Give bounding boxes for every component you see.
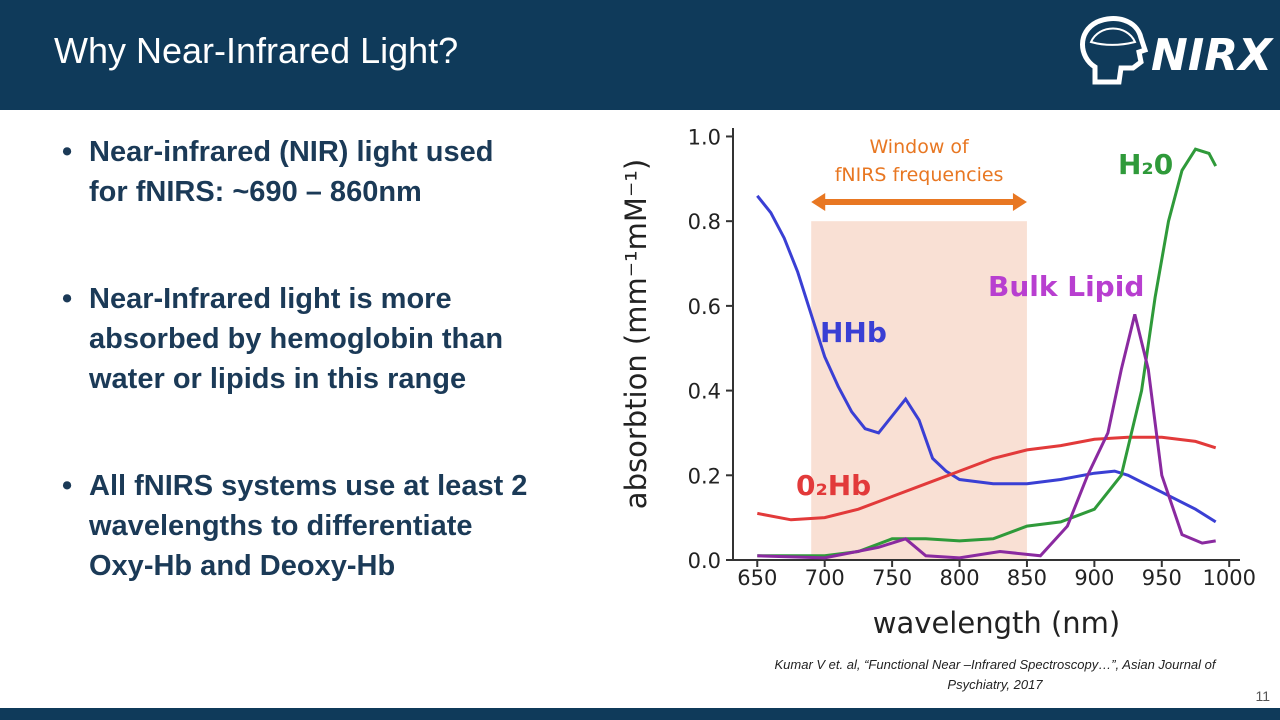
y-tick-label: 1.0 bbox=[688, 125, 721, 149]
header-bar bbox=[0, 0, 1280, 110]
series-line bbox=[757, 435, 1217, 522]
y-tick-label: 0.2 bbox=[688, 464, 721, 488]
y-tick-label: 0.6 bbox=[688, 295, 721, 319]
bullet-line: wavelengths to differentiate bbox=[89, 510, 473, 542]
series-label: H₂0 bbox=[1118, 148, 1173, 181]
bullet-list: Near-infrared (NIR) light used for fNIRS:… bbox=[62, 132, 582, 653]
bullet-line: All fNIRS systems use at least 2 bbox=[89, 470, 528, 502]
series-label: HHb bbox=[820, 316, 887, 349]
bullet-line: Near-infrared (NIR) light used bbox=[89, 136, 494, 168]
bullet: Near-Infrared light is more absorbed by h… bbox=[62, 279, 582, 399]
series-line bbox=[757, 147, 1218, 558]
x-tick-label: 950 bbox=[1142, 566, 1182, 590]
bullet: All fNIRS systems use at least 2 waveleng… bbox=[62, 466, 582, 586]
logo: NIRX bbox=[1080, 16, 1274, 85]
logo-brain bbox=[1089, 27, 1137, 46]
x-tick-label: 850 bbox=[1007, 566, 1047, 590]
window-label-line: Window of bbox=[869, 136, 970, 158]
page-number: 11 bbox=[1255, 688, 1270, 704]
logo-text: NIRX bbox=[1151, 30, 1274, 81]
window-label: Window of fNIRS frequencies bbox=[835, 136, 1004, 186]
chart: Window of fNIRS frequencies 650 700 750 800 85… bbox=[619, 125, 1256, 640]
series-label: Bulk Lipid bbox=[988, 270, 1144, 303]
x-tick-label: 750 bbox=[872, 566, 912, 590]
x-tick-label: 650 bbox=[737, 566, 777, 590]
footer-bar bbox=[0, 708, 1280, 720]
x-axis-label: wavelength (nm) bbox=[873, 606, 1120, 640]
bullet: Near-infrared (NIR) light used for fNIRS:… bbox=[62, 132, 582, 212]
series-label: 0₂Hb bbox=[796, 469, 871, 502]
arrow-head bbox=[811, 193, 826, 211]
logo-head bbox=[1080, 16, 1149, 85]
x-tick-label: 700 bbox=[805, 566, 845, 590]
y-tick-label: 0.4 bbox=[688, 380, 721, 404]
series-line bbox=[756, 194, 1217, 524]
arrow-head bbox=[1012, 193, 1027, 211]
window-label-line: fNIRS frequencies bbox=[835, 164, 1004, 186]
y-axis-label: absorbtion (mm⁻¹mM⁻¹) bbox=[619, 159, 653, 509]
y-tick-label: 0.8 bbox=[688, 210, 721, 234]
bullet-line: for fNIRS: ~690 – 860nm bbox=[89, 176, 422, 208]
x-tick-label: 1000 bbox=[1202, 566, 1255, 590]
bullet-line: water or lipids in this range bbox=[89, 363, 467, 395]
slide-title: Why Near-Infrared Light? bbox=[54, 30, 459, 71]
bullet-line: Near-Infrared light is more bbox=[89, 283, 452, 315]
bullet-line: Oxy-Hb and Deoxy-Hb bbox=[89, 550, 396, 582]
y-tick-label: 0.0 bbox=[688, 549, 721, 573]
x-tick-label: 800 bbox=[939, 566, 979, 590]
x-tick-label: 900 bbox=[1074, 566, 1114, 590]
window-band bbox=[811, 221, 1027, 561]
series-line bbox=[757, 314, 1216, 560]
bullet-line: absorbed by hemoglobin than bbox=[89, 323, 504, 355]
citation: Kumar V et. al, “Functional Near –Infrar… bbox=[774, 657, 1216, 692]
